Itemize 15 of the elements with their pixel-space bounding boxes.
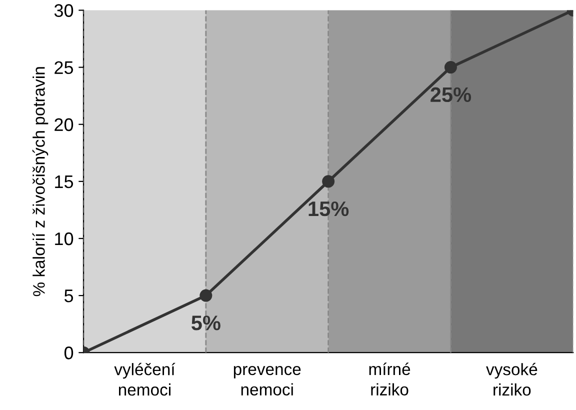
text: vysoké riziko xyxy=(486,362,538,396)
annotation: 25% xyxy=(430,87,472,102)
y-tick-label: 20 xyxy=(54,118,74,132)
y-tick-label: 15 xyxy=(55,176,74,188)
y-axis-title: % kalorií z živočišných potravin xyxy=(32,67,48,296)
y-tick-label: 30 xyxy=(54,4,74,17)
y-tick-label: 10 xyxy=(55,232,74,246)
text: vyléčení nemoci xyxy=(114,362,176,396)
annotation: 15% xyxy=(308,201,349,216)
text: prevence nemoci xyxy=(234,366,301,396)
text: mírné riziko xyxy=(369,362,410,396)
y-tick-label: 0 xyxy=(64,346,74,360)
annotation: 5% xyxy=(192,316,220,330)
y-tick-label: 5 xyxy=(64,290,74,302)
y-tick-label: 25 xyxy=(54,61,74,74)
